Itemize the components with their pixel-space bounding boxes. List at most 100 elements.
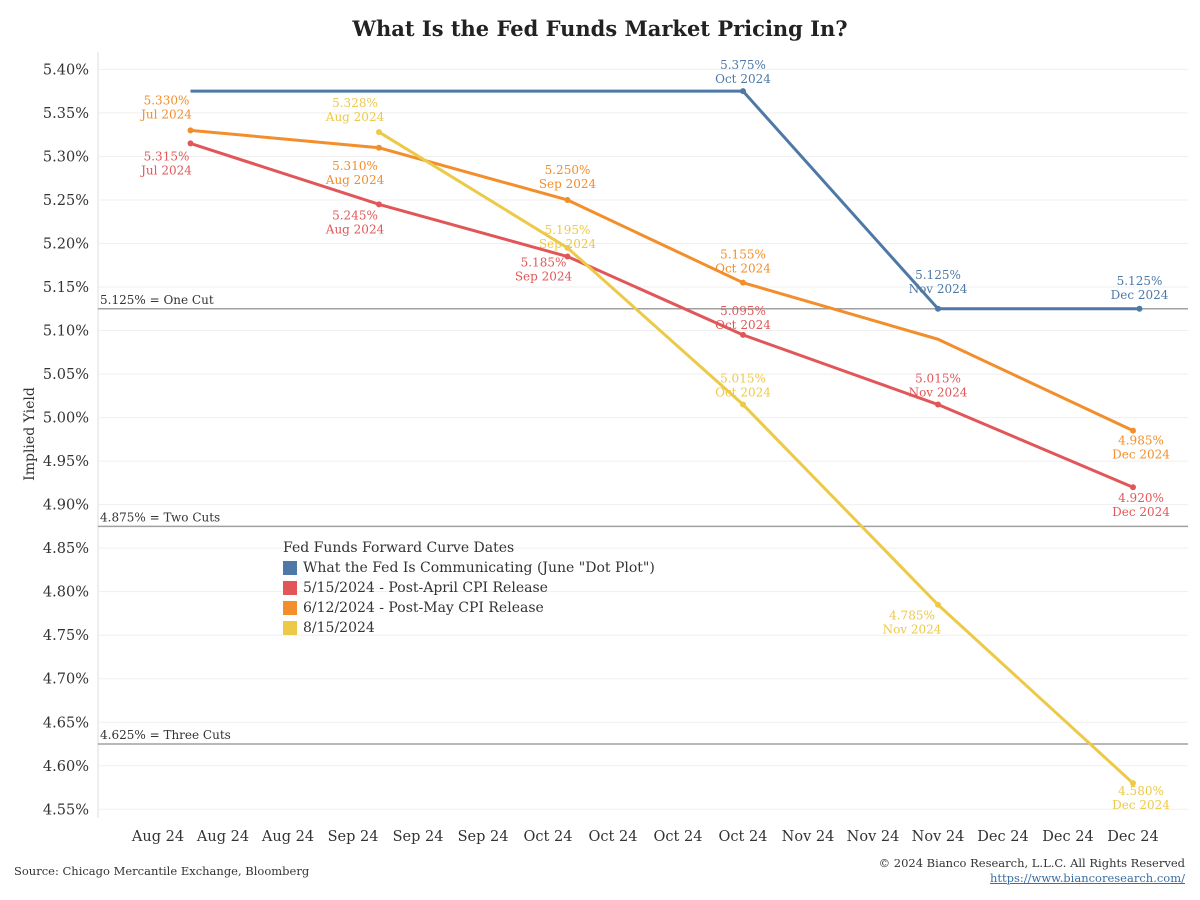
data-label: 5.185% [521, 256, 567, 270]
y-tick-label: 4.80% [43, 585, 89, 601]
data-label-date: Sep 2024 [515, 270, 573, 284]
legend-item-fed: What the Fed Is Communicating (June "Dot… [283, 558, 655, 578]
legend-swatch-may-cpi [283, 601, 297, 615]
y-tick-label: 5.00% [43, 411, 89, 427]
data-point [935, 305, 941, 312]
legend-swatch-aug [283, 621, 297, 635]
data-label: 5.125% [1117, 274, 1163, 288]
y-tick-label: 4.85% [43, 541, 89, 557]
x-tick-label: Sep 24 [328, 829, 379, 845]
y-tick-label: 5.10% [43, 324, 89, 340]
x-tick-label: Dec 24 [1042, 829, 1093, 845]
data-point [187, 140, 194, 147]
data-point [1130, 427, 1136, 434]
y-tick-label: 5.25% [43, 193, 89, 209]
reference-line-label: 4.625% = Three Cuts [100, 728, 231, 742]
data-point [740, 401, 746, 408]
data-point [740, 88, 746, 95]
x-tick-label: Oct 24 [524, 829, 573, 845]
data-label-date: Dec 2024 [1111, 288, 1169, 302]
data-point [935, 401, 941, 408]
data-point [1136, 305, 1143, 312]
data-label-date: Aug 2024 [325, 173, 385, 187]
y-tick-label: 4.95% [43, 454, 89, 470]
series-line [190, 89, 1140, 311]
data-label-date: Dec 2024 [1112, 448, 1170, 462]
data-label: 4.580% [1118, 784, 1164, 798]
series-line [190, 128, 1134, 433]
data-label: 4.985% [1118, 434, 1164, 448]
data-label: 5.195% [545, 223, 591, 237]
data-point [1130, 484, 1136, 491]
data-point [1130, 780, 1136, 787]
y-tick-label: 4.90% [43, 498, 89, 514]
reference-line-label: 4.875% = Two Cuts [100, 510, 220, 524]
x-tick-label: Aug 24 [131, 829, 184, 845]
data-point [564, 253, 571, 260]
y-tick-label: 5.35% [43, 106, 89, 122]
y-tick-label: 4.75% [43, 628, 89, 644]
y-tick-label: 5.05% [43, 367, 89, 383]
y-tick-label: 5.20% [43, 237, 89, 253]
data-label-date: Oct 2024 [715, 72, 771, 86]
data-label-date: Nov 2024 [883, 623, 942, 637]
data-label-date: Dec 2024 [1112, 798, 1170, 812]
legend-item-may-cpi: 6/12/2024 - Post-May CPI Release [283, 598, 655, 618]
data-point [564, 196, 571, 203]
data-label: 5.015% [915, 372, 961, 386]
x-tick-label: Sep 24 [393, 829, 444, 845]
legend-label-may-cpi: 6/12/2024 - Post-May CPI Release [303, 600, 544, 616]
data-label: 5.095% [720, 304, 766, 318]
data-label-date: Nov 2024 [909, 282, 968, 296]
website-link[interactable]: https://www.biancoresearch.com/ [989, 871, 1185, 885]
data-point [935, 601, 941, 608]
chart-title: What Is the Fed Funds Market Pricing In? [352, 16, 848, 41]
data-label: 5.015% [720, 372, 766, 386]
data-label: 4.785% [889, 609, 935, 623]
x-tick-label: Oct 24 [654, 829, 703, 845]
x-tick-label: Oct 24 [589, 829, 638, 845]
x-tick-label: Nov 24 [782, 829, 835, 845]
y-axis-title: Implied Yield [22, 387, 38, 481]
copyright-note: © 2024 Bianco Research, L.L.C. All Right… [878, 856, 1185, 870]
legend-item-aug: 8/15/2024 [283, 618, 655, 638]
source-note: Source: Chicago Mercantile Exchange, Blo… [14, 864, 310, 878]
data-label-date: Jul 2024 [139, 163, 192, 177]
y-tick-label: 5.40% [43, 62, 89, 78]
data-label-date: Oct 2024 [715, 262, 771, 276]
data-label-date: Oct 2024 [715, 386, 771, 400]
legend-label-april-cpi: 5/15/2024 - Post-April CPI Release [303, 580, 548, 596]
data-label: 5.310% [332, 159, 378, 173]
data-label: 5.250% [545, 163, 591, 177]
y-tick-label: 4.70% [43, 672, 89, 688]
data-point [376, 144, 382, 151]
data-label: 4.920% [1118, 491, 1164, 505]
y-tick-label: 4.60% [43, 759, 89, 775]
legend-label-aug: 8/15/2024 [303, 620, 375, 636]
data-label-date: Aug 2024 [325, 110, 385, 124]
reference-line-label: 5.125% = One Cut [100, 293, 214, 307]
data-label-date: Oct 2024 [715, 318, 771, 332]
legend: Fed Funds Forward Curve Dates What the F… [283, 540, 655, 638]
data-label: 5.155% [720, 248, 766, 262]
data-point [740, 331, 746, 338]
x-tick-label: Sep 24 [458, 829, 509, 845]
legend-label-fed: What the Fed Is Communicating (June "Dot… [303, 560, 655, 576]
data-label: 5.330% [144, 93, 190, 107]
data-label-date: Sep 2024 [539, 237, 597, 251]
data-point [187, 127, 194, 134]
data-label: 5.328% [332, 96, 378, 110]
x-tick-label: Nov 24 [912, 829, 965, 845]
data-label-date: Dec 2024 [1112, 505, 1170, 519]
data-label: 5.375% [720, 58, 766, 72]
x-tick-label: Oct 24 [719, 829, 768, 845]
data-label-date: Aug 2024 [325, 222, 385, 236]
y-tick-label: 4.65% [43, 715, 89, 731]
x-tick-label: Aug 24 [196, 829, 249, 845]
data-point [376, 129, 382, 136]
legend-title: Fed Funds Forward Curve Dates [283, 540, 515, 556]
data-point [740, 279, 746, 286]
series-line [378, 130, 1135, 785]
data-point [376, 201, 382, 208]
